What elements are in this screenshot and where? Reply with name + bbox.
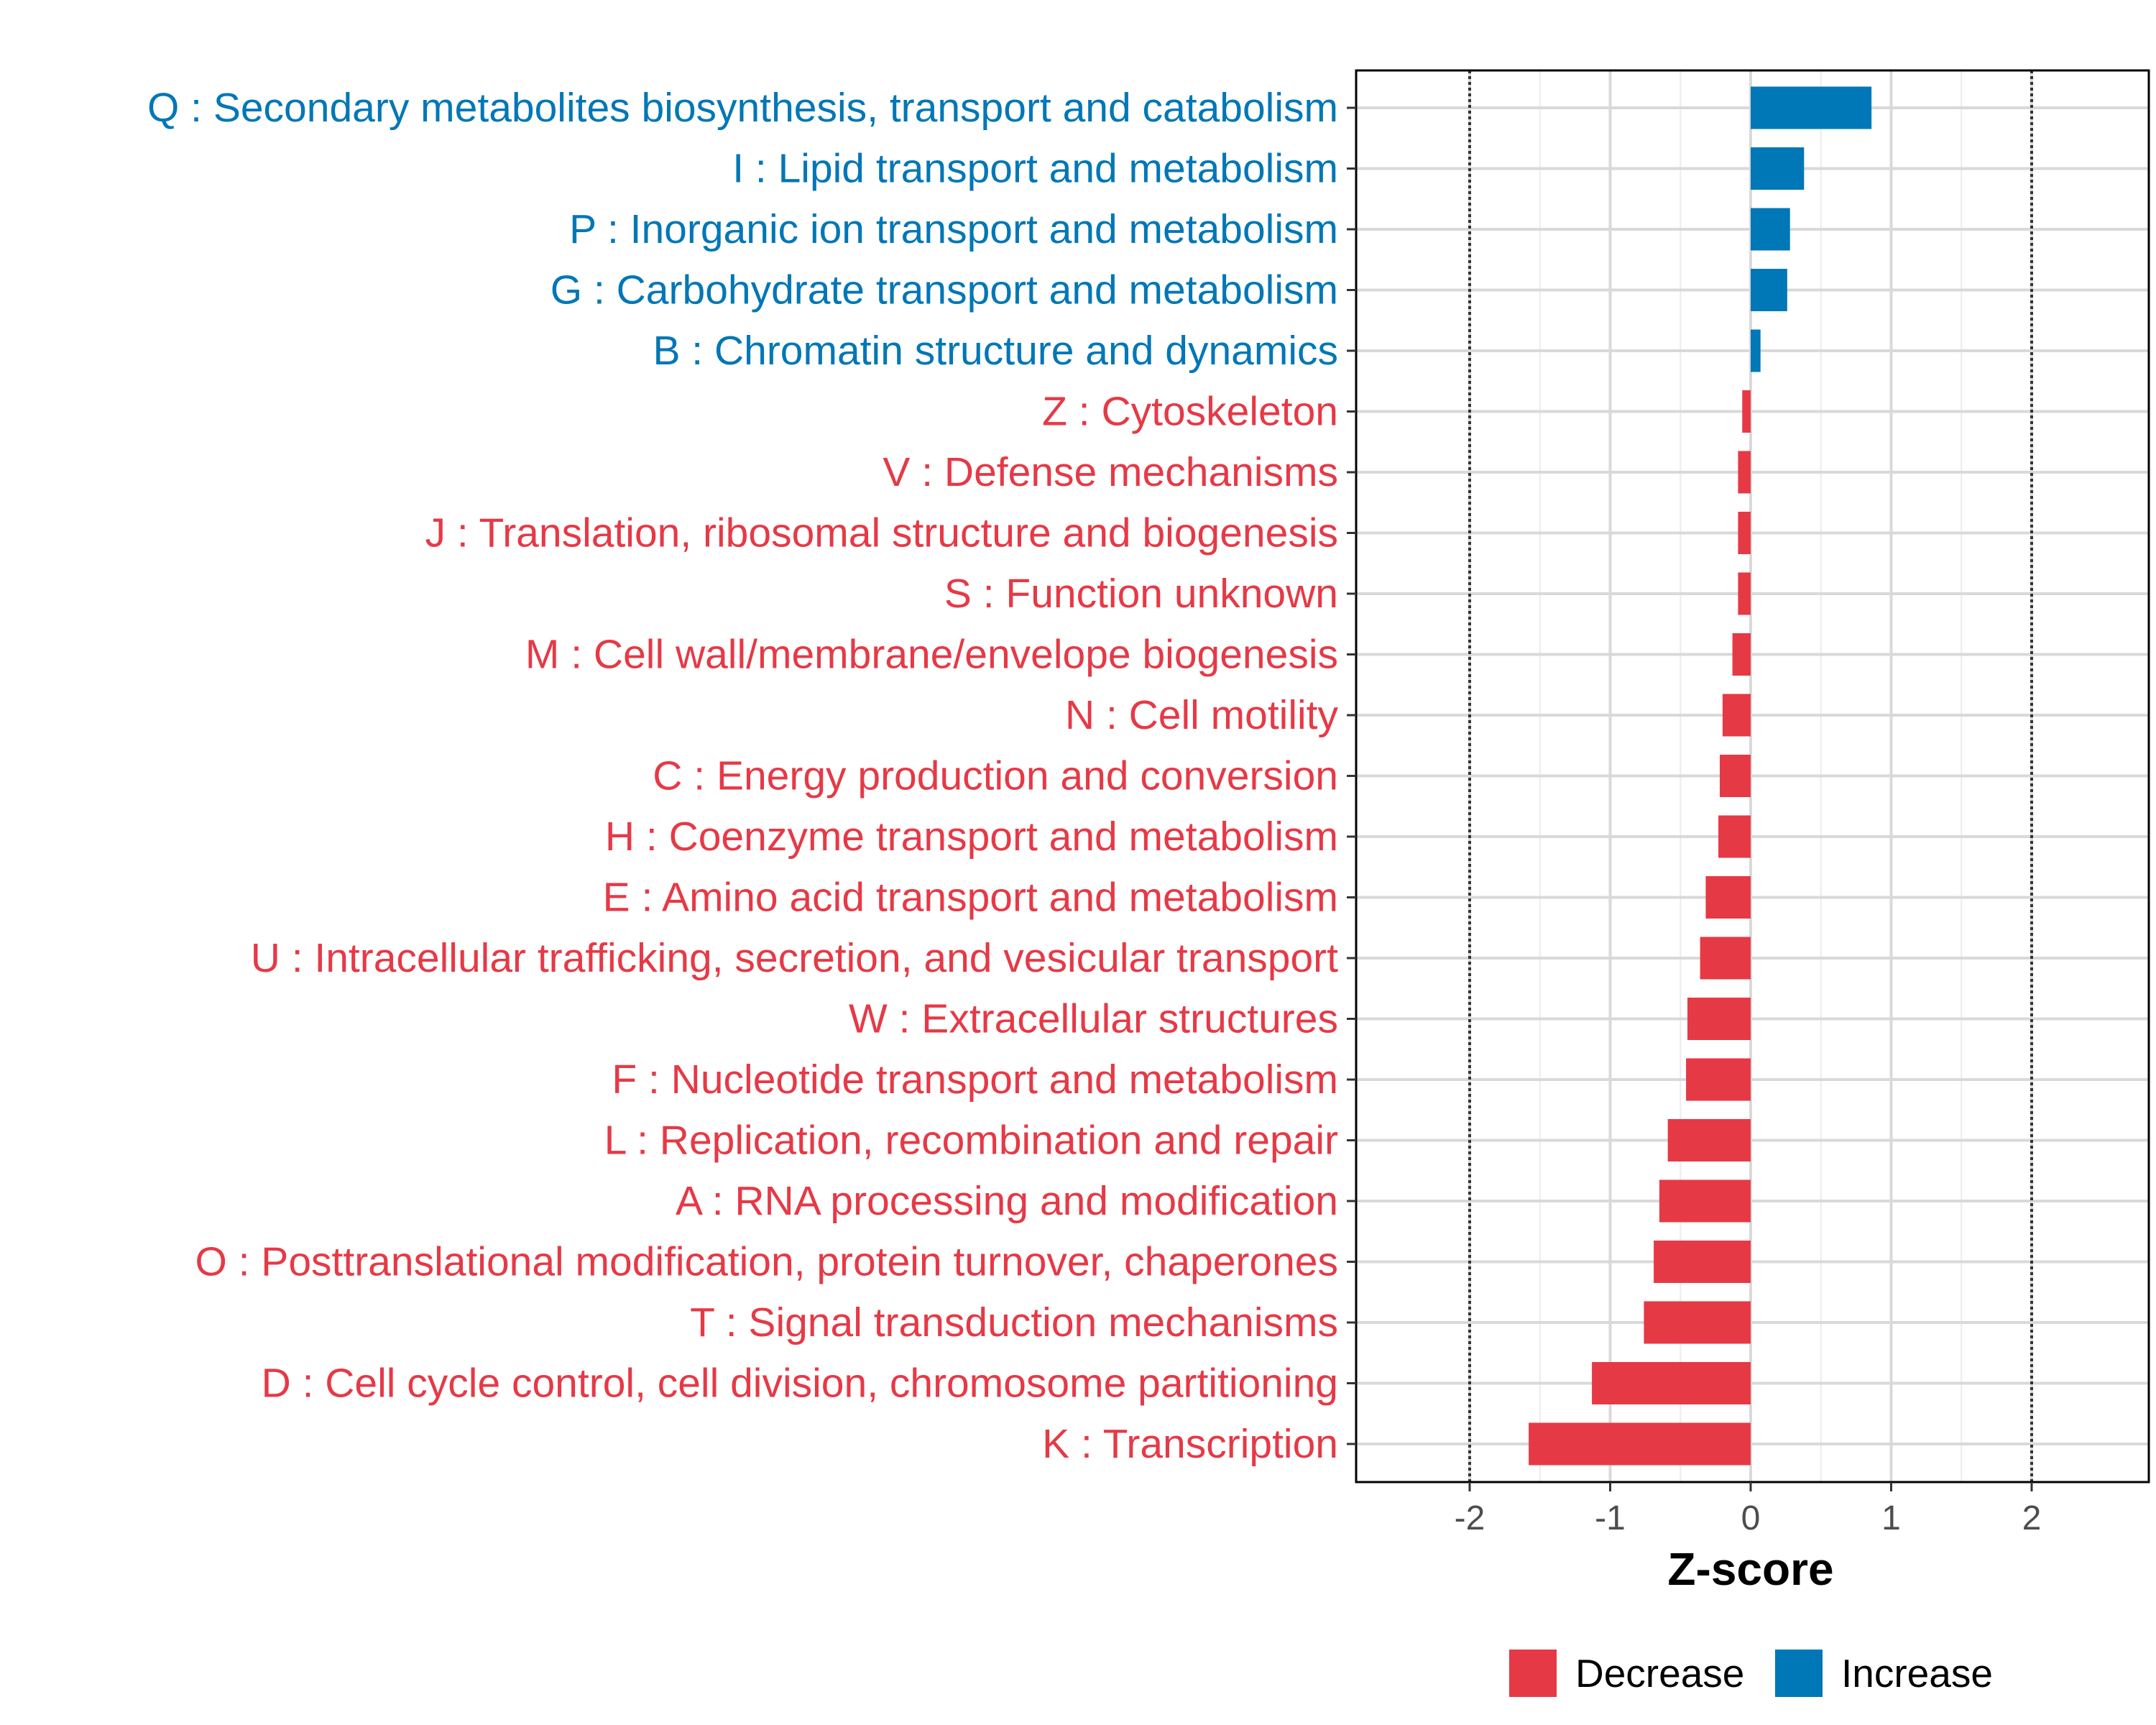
bar-s — [1738, 572, 1751, 615]
category-label: Z : Cytoskeleton — [1042, 389, 1338, 435]
y-axis-ticks — [1347, 106, 1356, 1445]
category-label: B : Chromatin structure and dynamics — [653, 328, 1338, 374]
category-label: U : Intracellular trafficking, secretion… — [251, 935, 1338, 981]
bar-k — [1529, 1422, 1751, 1466]
x-tick-label: 1 — [1881, 1499, 1901, 1537]
category-label: M : Cell wall/membrane/envelope biogenes… — [525, 632, 1338, 678]
x-tick-label: 0 — [1741, 1499, 1761, 1537]
bar-q — [1751, 86, 1872, 129]
bar-n — [1722, 694, 1751, 737]
bar-t — [1644, 1301, 1751, 1344]
bar-j — [1738, 512, 1751, 554]
category-label: W : Extracellular structures — [849, 996, 1338, 1042]
bar-c — [1719, 755, 1751, 797]
category-label: P : Inorganic ion transport and metaboli… — [569, 206, 1338, 252]
x-axis-ticks: -2 -1 0 1 2 — [1455, 1482, 2042, 1537]
bar-z — [1742, 390, 1751, 433]
bar-e — [1705, 876, 1751, 919]
bars — [1529, 86, 1872, 1466]
x-tick-label: -1 — [1595, 1499, 1626, 1537]
bar-a — [1659, 1179, 1751, 1223]
category-label: G : Carbohydrate transport and metabolis… — [550, 267, 1338, 313]
x-axis-title: Z-score — [1667, 1543, 1833, 1595]
bar-o — [1654, 1241, 1751, 1283]
x-tick-label: -2 — [1455, 1499, 1485, 1537]
category-label: F : Nucleotide transport and metabolism — [612, 1057, 1338, 1103]
category-label: O : Posttranslational modification, prot… — [195, 1239, 1338, 1285]
bar-d — [1592, 1362, 1751, 1404]
bar-w — [1687, 998, 1751, 1040]
bar-f — [1686, 1058, 1751, 1101]
category-label: H : Coenzyme transport and metabolism — [605, 814, 1338, 860]
y-axis-labels: Q : Secondary metabolites biosynthesis, … — [147, 85, 1339, 1467]
legend-swatch-decrease — [1509, 1650, 1557, 1697]
category-label: N : Cell motility — [1065, 692, 1339, 738]
category-label: I : Lipid transport and metabolism — [732, 146, 1338, 192]
x-tick-label: 2 — [2022, 1499, 2042, 1537]
category-label: Q : Secondary metabolites biosynthesis, … — [147, 85, 1338, 131]
bar-m — [1732, 633, 1751, 676]
category-label: J : Translation, ribosomal structure and… — [425, 510, 1338, 556]
category-label: K : Transcription — [1042, 1421, 1338, 1467]
legend-label-decrease: Decrease — [1575, 1651, 1744, 1696]
category-label: V : Defense mechanisms — [883, 449, 1338, 495]
legend: Decrease Increase — [1509, 1650, 1993, 1697]
bar-h — [1718, 815, 1751, 858]
category-label: E : Amino acid transport and metabolism — [603, 875, 1338, 921]
bar-u — [1700, 937, 1751, 980]
category-label: L : Replication, recombination and repai… — [604, 1118, 1338, 1164]
category-label: A : RNA processing and modification — [676, 1178, 1338, 1224]
category-label: S : Function unknown — [944, 571, 1338, 617]
category-label: T : Signal transduction mechanisms — [690, 1300, 1338, 1346]
category-label: D : Cell cycle control, cell division, c… — [262, 1361, 1338, 1407]
bar-v — [1738, 451, 1751, 494]
bar-i — [1751, 147, 1805, 190]
bar-p — [1751, 208, 1790, 251]
bar-b — [1751, 329, 1761, 372]
bar-l — [1667, 1119, 1751, 1162]
legend-label-increase: Increase — [1841, 1651, 1993, 1696]
legend-swatch-increase — [1775, 1650, 1823, 1697]
bar-g — [1751, 269, 1787, 311]
category-label: C : Energy production and conversion — [653, 753, 1338, 799]
